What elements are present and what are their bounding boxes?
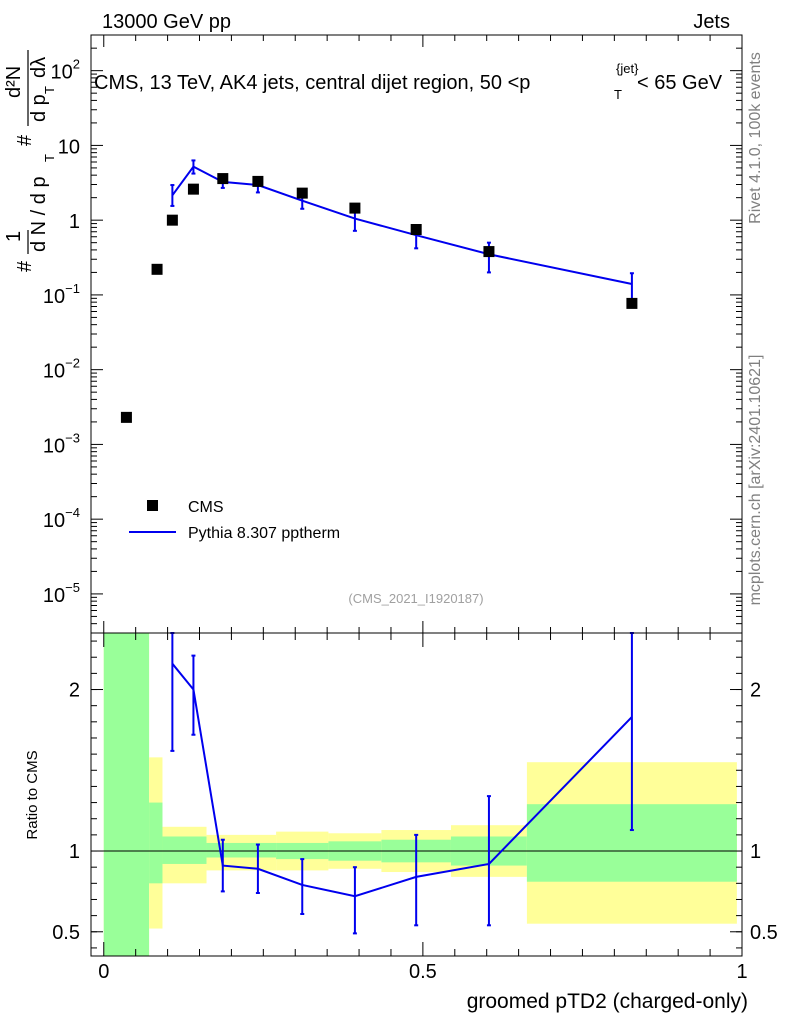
cms-data-point bbox=[252, 175, 264, 187]
ratio-ticks: 0.5 0.51 12 20 0.5 1 bbox=[52, 633, 778, 983]
ylabel-hash-right: # bbox=[14, 134, 36, 146]
cms-data-point bbox=[120, 411, 132, 423]
legend-cms-label: CMS bbox=[188, 499, 224, 516]
ratio-panel: 0.5 0.51 12 20 0.5 1 Ratio to CMS groomed pTD… bbox=[24, 632, 778, 1013]
ylabel-t2: T bbox=[42, 86, 57, 94]
main-y-tick-label: 10−3 bbox=[43, 430, 80, 457]
ratio-y-tick-label-right: 2 bbox=[750, 680, 761, 702]
title-suffix: < 65 GeV bbox=[637, 72, 723, 94]
title-prefix: CMS, 13 TeV, AK4 jets, central dijet reg… bbox=[94, 72, 519, 94]
ylabel-dlambda: dλ bbox=[28, 57, 50, 78]
main-y-tick-label: 10 bbox=[58, 136, 80, 158]
cms-data-point bbox=[296, 187, 308, 199]
x-axis-label: groomed pTD2 (charged-only) bbox=[467, 990, 748, 1013]
mcplots-label: mcplots.cern.ch [arXiv:2401.10621] bbox=[747, 355, 764, 606]
ratio-uncertainty-bands bbox=[103, 633, 737, 956]
ratio-plot-frame bbox=[90, 632, 743, 957]
ylabel-dpt: d p bbox=[28, 94, 50, 122]
ratio-band-inner bbox=[162, 836, 207, 864]
main-y-tick-label: 10−5 bbox=[43, 580, 80, 607]
ratio-band-inner bbox=[149, 802, 163, 884]
ratio-y-axis-label: Ratio to CMS bbox=[24, 750, 41, 839]
main-y-axis-label: # 1 d N / d p T # d²N d p T dλ bbox=[3, 50, 57, 272]
ylabel-d2n: d²N bbox=[3, 66, 25, 98]
rivet-version-label: Rivet 4.1.0, 100k events bbox=[747, 52, 764, 224]
title-text: CMS, 13 TeV, AK4 jets, central dijet reg… bbox=[94, 72, 530, 94]
main-y-tick-label: 10−2 bbox=[43, 356, 80, 383]
title-subscript: T bbox=[614, 87, 622, 102]
ratio-y-tick-label-left: 1 bbox=[69, 841, 80, 863]
header-energy-label: 13000 GeV pp bbox=[102, 11, 231, 33]
main-y-tick-label: 10−1 bbox=[43, 281, 80, 308]
x-tick-label: 0.5 bbox=[409, 961, 437, 983]
ylabel-hash-left: # bbox=[14, 260, 36, 272]
x-tick-label: 0 bbox=[98, 961, 109, 983]
ratio-y-tick-label-right: 1 bbox=[750, 841, 761, 863]
cms-data-point bbox=[217, 173, 229, 185]
cms-data-point bbox=[187, 183, 199, 195]
ratio-y-tick-label-right: 0.5 bbox=[750, 922, 778, 944]
main-y-tick-label: 102 bbox=[51, 57, 80, 84]
legend-mc-label: Pythia 8.307 pptherm bbox=[188, 525, 340, 542]
cms-data-series bbox=[120, 173, 638, 423]
main-y-tick-label: 1 bbox=[69, 211, 80, 233]
legend-cms-marker bbox=[147, 500, 158, 511]
cms-data-point bbox=[151, 263, 163, 275]
cms-data-point bbox=[349, 202, 361, 214]
cms-data-point bbox=[166, 214, 178, 226]
legend: CMS Pythia 8.307 pptherm bbox=[129, 499, 340, 542]
ylabel-one: 1 bbox=[3, 231, 25, 242]
mc-line-main bbox=[171, 165, 633, 285]
cms-data-point bbox=[483, 246, 495, 258]
main-x-ticks bbox=[103, 35, 743, 633]
cms-data-point bbox=[626, 297, 638, 309]
ylabel-t1: T bbox=[42, 154, 57, 162]
ratio-band-inner bbox=[206, 842, 277, 858]
main-y-ticks: 102 10 1 10−1 10−2 10−3 10−4 10−5 bbox=[43, 34, 742, 634]
cms-data-point bbox=[410, 224, 422, 236]
header-jets-label: Jets bbox=[693, 11, 730, 33]
ratio-band-inner bbox=[103, 633, 150, 956]
plot-title: CMS, 13 TeV, AK4 jets, central dijet reg… bbox=[94, 61, 723, 102]
ratio-y-tick-label-left: 2 bbox=[69, 680, 80, 702]
mc-series-main bbox=[170, 159, 634, 302]
title-superscript: {jet} bbox=[616, 61, 639, 76]
x-tick-label: 1 bbox=[736, 961, 747, 983]
main-plot-frame bbox=[90, 34, 743, 634]
analysis-id: (CMS_2021_I1920187) bbox=[348, 591, 483, 606]
title-p: p bbox=[519, 72, 530, 94]
ratio-y-tick-label-left: 0.5 bbox=[52, 922, 80, 944]
ylabel-dn-dpt: d N / d p bbox=[28, 176, 50, 252]
main-y-tick-label: 10−4 bbox=[43, 505, 80, 532]
mc-series-ratio bbox=[170, 632, 634, 935]
main-panel: 102 10 1 10−1 10−2 10−3 10−4 10−5 CMS, 13 TeV, … bbox=[3, 34, 743, 634]
